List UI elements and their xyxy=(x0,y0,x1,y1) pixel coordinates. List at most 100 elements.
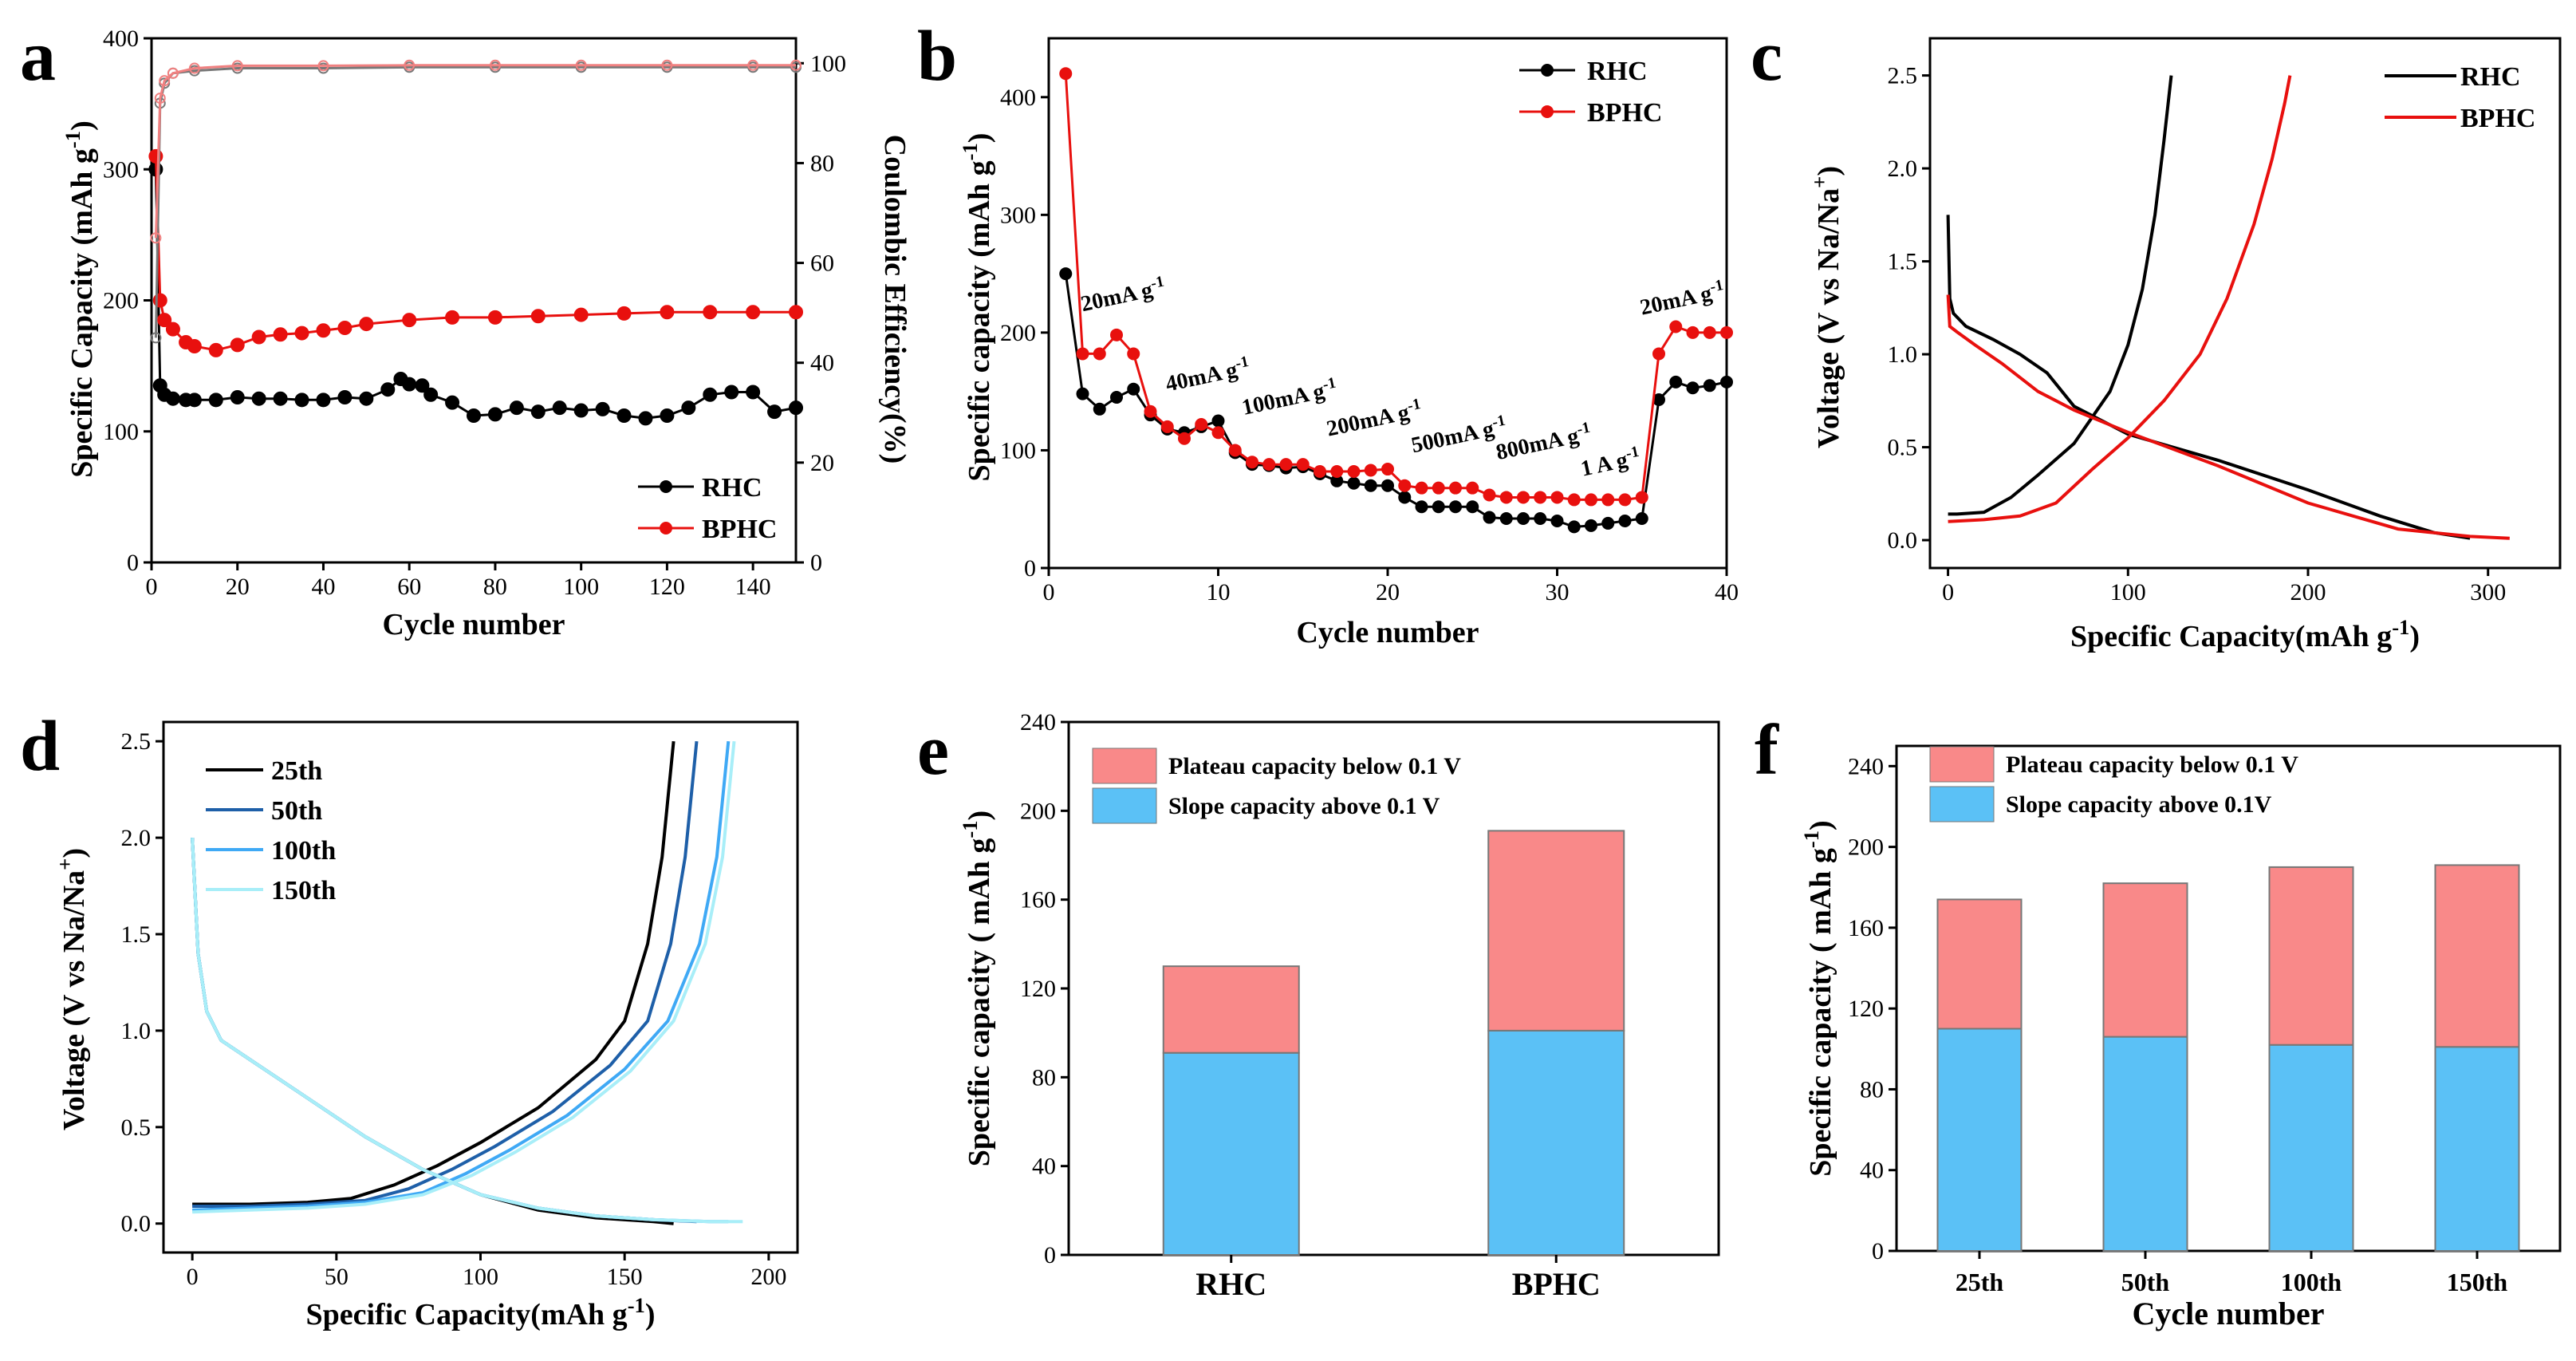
data-point xyxy=(552,400,567,416)
data-point xyxy=(1635,491,1648,504)
data-point xyxy=(1144,404,1157,418)
y-tick-label: 2.5 xyxy=(1888,63,1918,89)
data-point xyxy=(616,306,632,321)
legend-swatch xyxy=(1929,746,1995,783)
data-point xyxy=(1059,67,1073,81)
y-tick-label: 0.0 xyxy=(121,1211,152,1237)
y-tick-label: 80 xyxy=(1032,1064,1056,1091)
category-label: 50th xyxy=(2121,1268,2170,1296)
data-point xyxy=(337,320,353,335)
y-tick-label: 0.5 xyxy=(121,1114,152,1141)
data-point xyxy=(1262,458,1276,471)
data-point xyxy=(1347,476,1361,490)
panel-label-b: b xyxy=(917,17,957,96)
legend-label: RHC xyxy=(702,473,762,503)
data-point xyxy=(1483,488,1496,502)
y-tick-label: 120 xyxy=(1020,976,1056,1002)
data-point xyxy=(1499,491,1513,504)
x-tick-label: 200 xyxy=(2290,579,2326,606)
data-point xyxy=(1449,481,1462,495)
y-tick-label: 80 xyxy=(1860,1076,1884,1103)
data-point xyxy=(1720,375,1733,389)
data-point xyxy=(316,393,331,408)
legend-marker xyxy=(660,480,672,493)
bar-segment xyxy=(1162,965,1300,1054)
y-axis-label: Specific capacity (mAh g-1) xyxy=(958,133,996,482)
y-tick-label: 120 xyxy=(1848,996,1884,1022)
data-point xyxy=(1076,347,1089,361)
panel-label-d: d xyxy=(20,707,60,786)
legend-swatch xyxy=(1929,786,1995,823)
data-point xyxy=(231,60,243,72)
panel-e: 0 40 80 120 160 200 240 RHC BPHC Plateau capacity… xyxy=(917,709,1720,1302)
curve-rhc-discharge xyxy=(1946,215,2471,540)
series-line-rhc xyxy=(154,169,797,420)
legend-marker xyxy=(1541,64,1554,77)
data-point xyxy=(165,322,180,337)
data-point xyxy=(1585,519,1597,532)
data-point xyxy=(1550,491,1564,504)
y-axis-label: Voltage (V vs Na/Na+) xyxy=(53,848,91,1130)
data-point xyxy=(703,387,718,402)
data-point xyxy=(681,400,696,416)
data-point xyxy=(1364,479,1377,492)
y-axis-label: Voltage (V vs Na/Na+) xyxy=(1807,166,1845,448)
data-point xyxy=(1381,463,1394,476)
panel-c: 0 100 200 300 0.0 0.5 1.0 1.5 2.0 2.5 RHC BPHC Speci… xyxy=(1751,17,2562,653)
data-point xyxy=(1178,432,1191,445)
data-point xyxy=(1499,512,1513,526)
data-point xyxy=(208,393,223,408)
y2-tick-label: 40 xyxy=(810,350,834,377)
panel-f: 0 40 80 120 160 200 240 25th 50th 100th 150th Plate… xyxy=(1755,711,2562,1331)
data-point xyxy=(789,305,803,320)
data-point xyxy=(487,407,502,422)
data-point xyxy=(467,408,481,424)
x-axis-label: Cycle number xyxy=(2132,1296,2324,1331)
y2-tick-label: 80 xyxy=(810,150,834,176)
panel-label-e: e xyxy=(917,711,949,790)
data-point xyxy=(1160,420,1174,433)
data-point xyxy=(150,232,162,244)
rate-annotation: 100mA g-1 xyxy=(1239,374,1340,420)
y-tick-label: 0.0 xyxy=(1888,527,1918,554)
data-point xyxy=(1635,512,1648,526)
data-point xyxy=(1720,325,1733,339)
legend-marker xyxy=(660,522,672,535)
y-tick-label: 1.0 xyxy=(1888,341,1918,368)
data-point xyxy=(1279,458,1293,471)
data-point xyxy=(1076,387,1089,400)
y-tick-label: 300 xyxy=(103,156,139,183)
legend-label: Slope capacity above 0.1 V xyxy=(1168,793,1440,819)
y-tick-label: 40 xyxy=(1860,1158,1884,1184)
panel-label-c: c xyxy=(1751,17,1782,96)
category-label: 150th xyxy=(2447,1268,2508,1296)
data-point xyxy=(251,391,266,406)
series-line-bphc xyxy=(154,156,796,352)
bar-segment xyxy=(2102,1036,2188,1253)
data-point xyxy=(1534,512,1547,526)
data-point xyxy=(317,60,329,72)
data-point xyxy=(294,393,309,408)
y-tick-label: 200 xyxy=(1000,320,1036,346)
data-point xyxy=(1127,347,1140,361)
curve-rhc-charge xyxy=(1948,75,2173,516)
y-tick-label: 100 xyxy=(103,419,139,445)
data-point xyxy=(1466,481,1479,495)
data-point xyxy=(1449,500,1462,514)
charge-50th xyxy=(192,741,699,1208)
data-point xyxy=(1618,493,1632,507)
x-axis-label: Specific Capacity(mAh g-1) xyxy=(306,1293,656,1331)
data-point xyxy=(188,62,200,74)
legend-label: 100th xyxy=(271,836,336,866)
x-tick-label: 100 xyxy=(2110,579,2146,606)
data-point xyxy=(1669,375,1683,389)
data-point xyxy=(595,401,610,416)
plot-frame xyxy=(150,37,798,564)
data-point xyxy=(1211,426,1225,440)
data-point xyxy=(404,59,416,71)
x-tick-label: 150 xyxy=(607,1264,643,1290)
data-point xyxy=(661,59,673,71)
plot-frame xyxy=(1895,744,2562,1253)
y-tick-label: 240 xyxy=(1020,709,1056,736)
y2-tick-label: 0 xyxy=(810,550,822,576)
